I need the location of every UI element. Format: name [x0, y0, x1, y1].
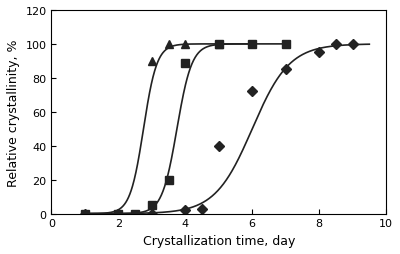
Y-axis label: Relative crystallinity, %: Relative crystallinity, % — [7, 39, 20, 186]
X-axis label: Crystallization time, day: Crystallization time, day — [142, 234, 295, 247]
